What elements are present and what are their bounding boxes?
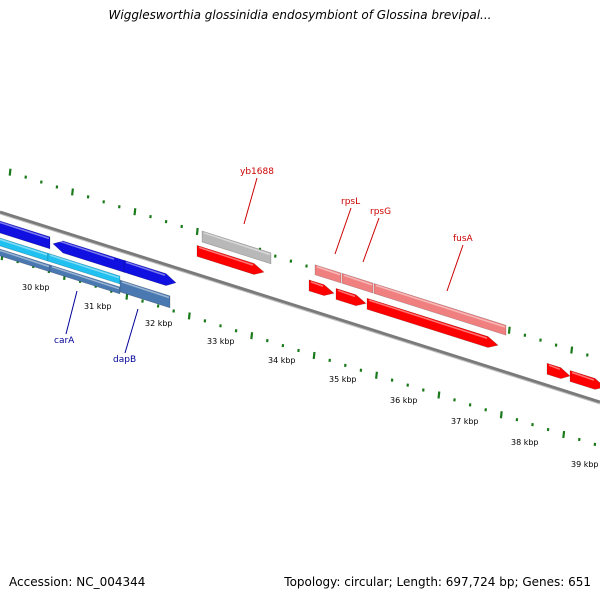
minor-tick [453, 398, 456, 402]
kbp-label: 37 kbp [451, 417, 479, 426]
minor-tick [281, 343, 285, 348]
major-tick [8, 168, 12, 176]
kbp-label: 31 kbp [84, 302, 112, 311]
minor-tick [180, 224, 183, 229]
gene-label-rpsG[interactable]: rpsG [370, 207, 391, 217]
inner-tick-track [0, 253, 597, 446]
gene-label-dapB[interactable]: dapB [113, 355, 136, 365]
accession-text: Accession: NC_004344 [9, 575, 146, 589]
minor-tick [586, 353, 589, 357]
kbp-scale-labels: 30 kbp 31 kbp 32 kbp 33 kbp 34 kbp 35 kbp 36 k… [22, 283, 599, 469]
minor-tick [203, 319, 207, 323]
minor-tick [468, 403, 472, 407]
minor-tick [359, 368, 363, 372]
gene-label-rpsL[interactable]: rpsL [341, 197, 360, 207]
major-tick [375, 371, 378, 379]
minor-tick [531, 423, 534, 427]
gene-yb1688[interactable] [201, 230, 272, 265]
kbp-label: 36 kbp [390, 396, 418, 405]
label-pointer [243, 177, 258, 225]
minor-tick [593, 442, 597, 446]
minor-tick [578, 437, 581, 442]
minor-tick [40, 180, 43, 184]
major-tick [507, 326, 511, 334]
label-pointer [446, 244, 464, 292]
gene-red-2[interactable] [308, 279, 335, 296]
minor-tick [484, 408, 487, 412]
label-pointer [334, 207, 352, 255]
map-title: Wigglesworthia glossinidia endosymbiont … [108, 8, 492, 22]
gene-blue-3[interactable] [123, 259, 177, 286]
minor-tick [55, 185, 59, 189]
gene-rpsL[interactable] [314, 264, 342, 284]
kbp-label: 32 kbp [145, 319, 173, 328]
gene-rpsG[interactable] [341, 272, 374, 294]
minor-tick [274, 254, 277, 258]
gene-carA-dapB[interactable] [119, 279, 171, 309]
major-tick [133, 208, 137, 216]
minor-tick [141, 299, 144, 303]
major-tick [312, 351, 316, 360]
backbone-shadow [0, 213, 600, 405]
minor-tick [406, 383, 409, 387]
major-tick [562, 430, 566, 439]
kbp-label: 35 kbp [329, 375, 357, 384]
minor-tick [523, 333, 527, 337]
kbp-label: 30 kbp [22, 283, 50, 292]
gene-features[interactable] [0, 219, 600, 390]
gene-fusA[interactable] [373, 283, 507, 336]
gene-blue-1[interactable] [0, 219, 51, 250]
minor-tick [546, 427, 550, 432]
gene-red-5[interactable] [546, 362, 571, 379]
kbp-label: 39 kbp [571, 460, 599, 469]
minor-tick [390, 378, 394, 382]
minor-tick [149, 215, 152, 219]
label-pointer [65, 290, 78, 335]
gene-labels: yb1688 rpsL rpsG fusA carA dapB [54, 167, 474, 365]
major-tick [71, 188, 74, 196]
minor-tick [515, 418, 519, 422]
genome-backbone [0, 210, 600, 405]
topology-text: Topology: circular; Length: 697,724 bp; … [284, 575, 591, 589]
label-pointer [362, 217, 380, 263]
minor-tick [172, 309, 175, 313]
minor-tick [156, 304, 160, 308]
gene-red-1[interactable] [196, 244, 265, 275]
kbp-label: 34 kbp [268, 356, 296, 365]
minor-tick [102, 200, 105, 204]
major-tick [499, 411, 503, 419]
minor-tick [219, 324, 222, 328]
gene-steel-2[interactable] [49, 264, 121, 295]
minor-tick [305, 264, 308, 268]
gene-label-yb1688[interactable]: yb1688 [240, 167, 274, 177]
gene-label-fusA[interactable]: fusA [453, 234, 474, 244]
minor-tick [266, 339, 269, 343]
minor-tick [422, 388, 425, 392]
minor-tick [118, 205, 121, 209]
minor-tick [554, 343, 558, 347]
minor-tick [539, 338, 542, 342]
gene-red-3[interactable] [335, 288, 367, 307]
major-tick [195, 227, 199, 236]
minor-tick [344, 363, 347, 367]
minor-tick [86, 195, 90, 199]
major-tick [187, 312, 191, 320]
major-tick [437, 391, 441, 399]
minor-tick [328, 358, 331, 363]
minor-tick [289, 259, 293, 263]
minor-tick [24, 175, 27, 179]
gene-red-4[interactable] [366, 297, 499, 348]
major-tick [570, 346, 574, 354]
minor-tick [234, 329, 238, 333]
minor-tick [164, 219, 168, 224]
minor-tick [297, 348, 300, 353]
kbp-label: 38 kbp [511, 438, 539, 447]
kbp-label: 33 kbp [207, 337, 235, 346]
gene-label-carA[interactable]: carA [54, 336, 75, 346]
backbone-line [0, 210, 600, 404]
gene-red-6[interactable] [569, 370, 600, 390]
major-tick [250, 332, 254, 340]
label-pointer [124, 308, 139, 354]
